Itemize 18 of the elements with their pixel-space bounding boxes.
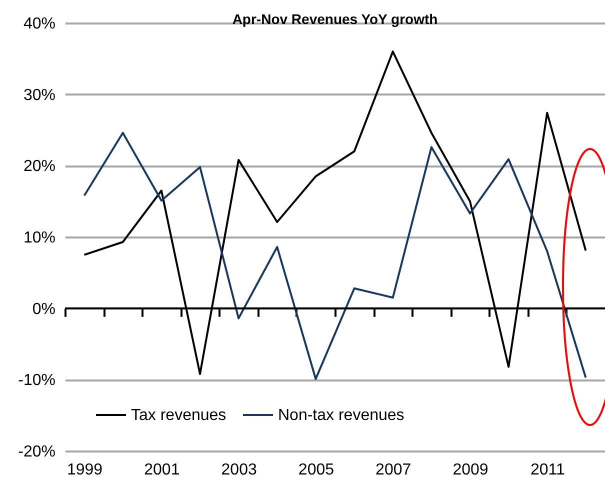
x-tick-label: 1999	[66, 462, 103, 478]
y-tick-label: 40%	[23, 16, 56, 32]
x-tick-label: 2001	[144, 462, 180, 478]
y-tick-label: -20%	[18, 444, 56, 460]
x-tick-label: 2009	[452, 462, 488, 478]
x-tick-label: 2005	[298, 462, 334, 478]
x-tick-label: 2007	[376, 462, 412, 478]
x-tick-label: 2003	[221, 462, 257, 478]
legend-label: Non-tax revenues	[278, 407, 404, 424]
y-tick-label: 20%	[23, 158, 56, 176]
line-series	[83, 132, 587, 380]
chart-title: Apr-Nov Revenues YoY growth	[232, 11, 438, 27]
y-tick-label: -10%	[18, 372, 56, 390]
y-tick-label: 30%	[23, 86, 56, 104]
y-tick-label: 0%	[32, 300, 56, 318]
legend-label: Tax revenues	[131, 407, 226, 424]
y-tick-label: 10%	[23, 230, 56, 246]
x-tick-label: 2011	[530, 462, 565, 478]
